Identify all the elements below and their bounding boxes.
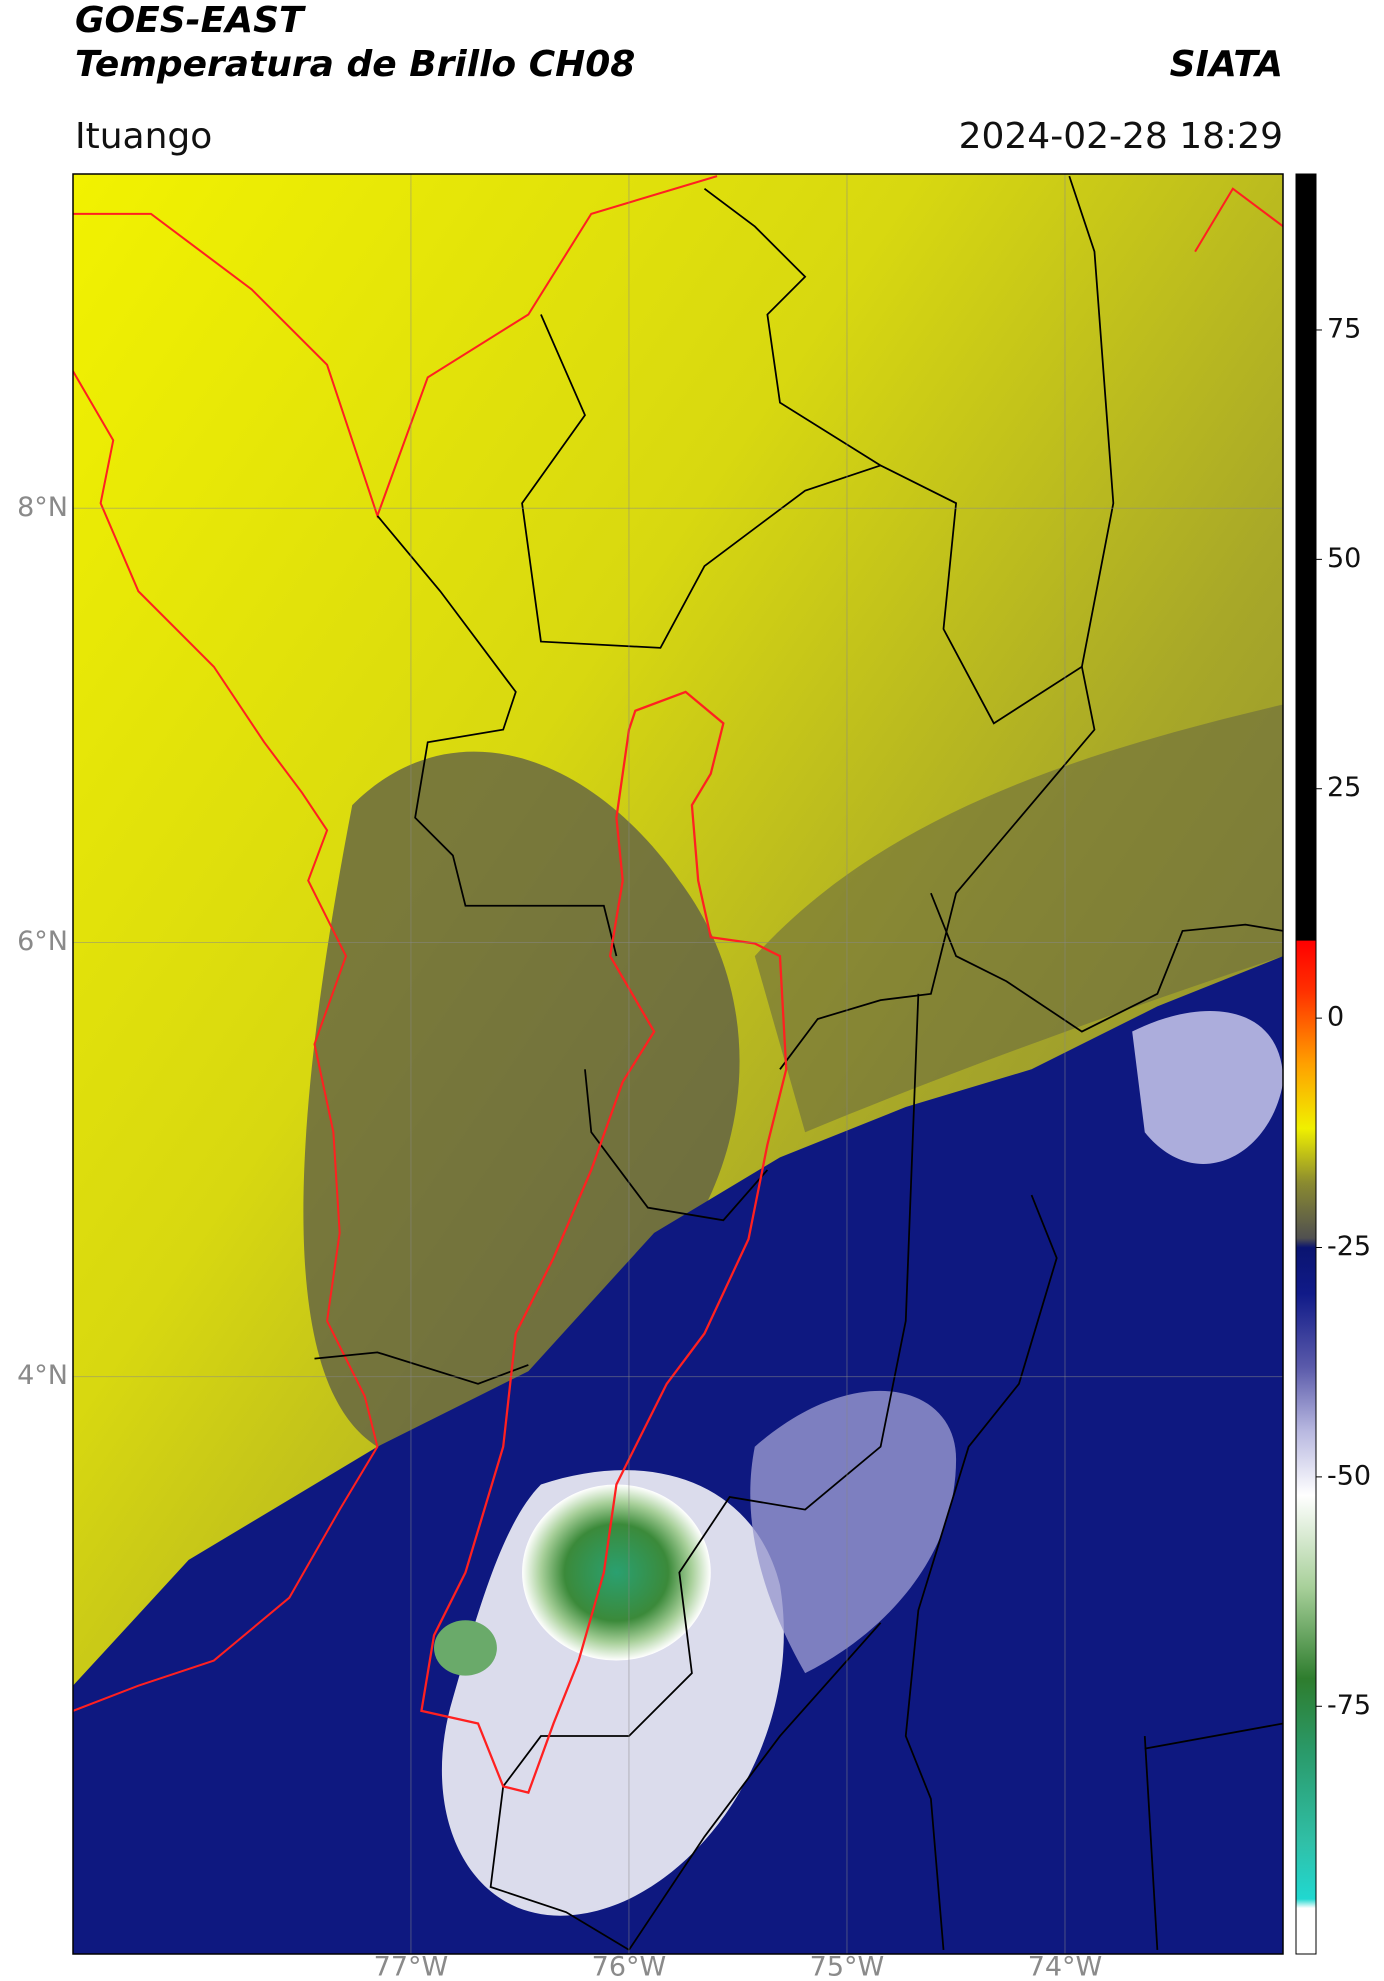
x-tick-label: 74°W <box>1028 1952 1103 1981</box>
map-layers <box>73 175 1283 1954</box>
title: GOES-EAST <box>75 0 306 41</box>
cloud-top <box>750 1390 957 1674</box>
map-image <box>73 174 1283 1954</box>
x-tick-label: 77°W <box>374 1952 449 1981</box>
coastline <box>73 370 379 1712</box>
map-frame <box>72 173 1284 1955</box>
y-tick-label: 6°N <box>17 926 68 957</box>
colorbar-tick-label: 0 <box>1327 1002 1344 1033</box>
grid <box>73 174 1283 1954</box>
colorbar <box>1295 173 1317 1955</box>
colorbar-tick-label: 75 <box>1327 313 1361 344</box>
x-tick-label: 76°W <box>592 1952 667 1981</box>
y-tick-label: 8°N <box>17 492 68 523</box>
x-tick-label: 75°W <box>810 1952 885 1981</box>
timestamp: 2024-02-28 18:29 <box>959 116 1283 157</box>
convective-core <box>434 1620 497 1676</box>
y-tick-label: 4°N <box>17 1360 68 1391</box>
colorbar-tick-label: 25 <box>1327 772 1361 803</box>
convective-core <box>522 1484 711 1661</box>
colorbar-tick-label: -75 <box>1327 1690 1371 1721</box>
colorbar-tick-label: -25 <box>1327 1231 1371 1262</box>
colorbar-tick-label: -50 <box>1327 1460 1371 1491</box>
coastline <box>1194 187 1283 253</box>
cloud-top <box>1132 1010 1283 1164</box>
borders <box>314 175 1283 1951</box>
colorbar-tick-label: 50 <box>1327 543 1361 574</box>
location: Ituango <box>75 116 212 157</box>
subtitle: Temperatura de Brillo CH08 <box>75 44 635 85</box>
source: SIATA <box>1170 44 1283 85</box>
cloud-band <box>754 704 1283 1133</box>
cold-cloud <box>73 956 1283 1954</box>
basin-outline <box>420 690 788 1794</box>
